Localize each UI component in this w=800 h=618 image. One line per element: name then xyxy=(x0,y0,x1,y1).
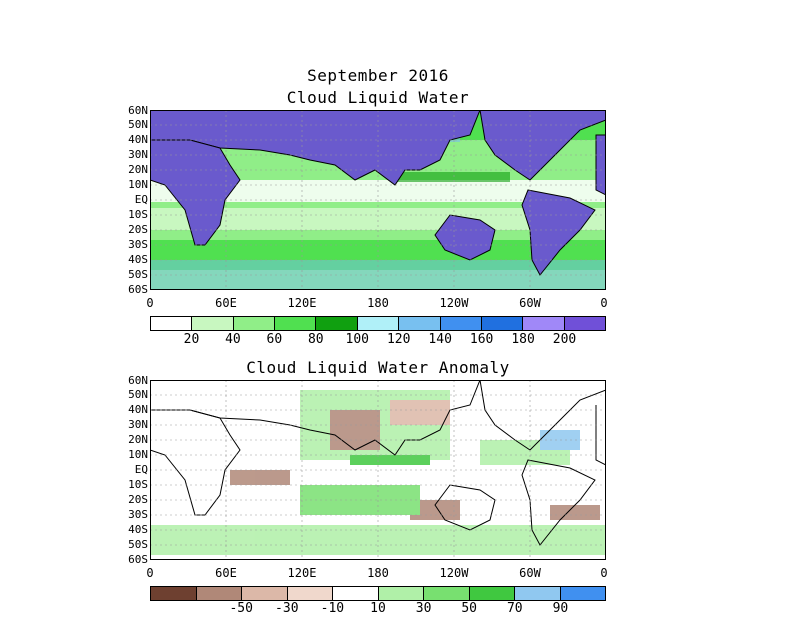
lat-label: 40N xyxy=(128,133,148,146)
colorbar-swatch xyxy=(275,317,317,330)
lon-label: 120W xyxy=(439,566,469,580)
lat-label: 40S xyxy=(128,523,148,536)
lon-label: 60E xyxy=(215,296,237,310)
colorbar-swatch xyxy=(192,317,234,330)
colorbar-swatch xyxy=(196,587,242,600)
colorbar-swatch xyxy=(233,317,276,330)
colorbar-swatch xyxy=(151,317,193,330)
colorbar-label: 10 xyxy=(370,601,386,616)
colorbar-label: 30 xyxy=(415,601,432,616)
lat-label: 30N xyxy=(128,148,148,161)
lat-label: 20N xyxy=(128,163,148,176)
cloud-liquid-water-map xyxy=(150,110,606,290)
colorbar-swatch xyxy=(151,587,197,600)
colorbar-swatch xyxy=(560,587,605,600)
lon-label: 0 xyxy=(600,296,608,310)
lat-label: 30N xyxy=(128,418,148,431)
colorbar-label: 50 xyxy=(461,601,478,616)
lat-label: 60N xyxy=(128,104,148,117)
lon-label: 120E xyxy=(287,296,317,310)
colorbar-label: -10 xyxy=(320,601,345,616)
colorbar-label: 70 xyxy=(506,601,523,616)
lat-label: 50N xyxy=(128,118,148,131)
lon-label: 60W xyxy=(519,296,541,310)
lon-label: 0 xyxy=(146,296,154,310)
lat-label: 50S xyxy=(128,268,148,281)
lon-label: 180 xyxy=(367,566,389,580)
colorbar-label: 60 xyxy=(266,332,283,347)
colorbar-label: 40 xyxy=(225,332,241,347)
lat-label: 10N xyxy=(128,178,148,191)
colorbar-label: -30 xyxy=(275,601,299,616)
lat-label: 40N xyxy=(128,403,148,416)
colorbar-label: 100 xyxy=(345,332,369,347)
colorbar-label: 20 xyxy=(183,332,200,347)
colorbar-label: 80 xyxy=(307,332,324,347)
lat-label: 20S xyxy=(128,223,148,236)
lat-label: 10N xyxy=(128,448,148,461)
colorbar-swatch xyxy=(469,587,515,600)
colorbar-label: -50 xyxy=(229,601,253,616)
colorbar-label: 180 xyxy=(511,332,535,347)
colorbar-swatch xyxy=(399,317,441,330)
lon-label: 120W xyxy=(439,296,469,310)
colorbar-label: 120 xyxy=(386,332,411,347)
lat-label: 30S xyxy=(128,508,148,521)
lon-label: 0 xyxy=(146,566,154,580)
colorbar-swatch xyxy=(424,587,470,600)
map2-canvas xyxy=(150,380,606,560)
lat-label: 30S xyxy=(128,238,148,251)
colorbar-anomaly xyxy=(150,586,606,601)
panel1-title: Cloud Liquid Water xyxy=(286,88,470,107)
colorbar-swatch xyxy=(440,317,482,330)
colorbar-swatch xyxy=(316,317,358,330)
colorbar-swatch xyxy=(287,587,333,600)
colorbar-swatch xyxy=(333,587,379,600)
lat-label: 50N xyxy=(128,388,148,401)
lat-label: 40S xyxy=(128,253,148,266)
panel2-title: Cloud Liquid Water Anomaly xyxy=(246,358,510,377)
lat-label: 50S xyxy=(128,538,148,551)
colorbar-label: 160 xyxy=(469,332,494,347)
lat-label: 60S xyxy=(128,553,148,566)
lon-label: 180 xyxy=(367,296,389,310)
lat-label: 10S xyxy=(128,478,148,491)
colorbar-swatch xyxy=(242,587,288,600)
lon-label: 60W xyxy=(519,566,541,580)
lon-label: 60E xyxy=(215,566,237,580)
lat-label: EQ xyxy=(134,193,148,206)
lat-label: 20S xyxy=(128,493,148,506)
lat-label: 10S xyxy=(128,208,148,221)
lat-label: 20N xyxy=(128,433,148,446)
cloud-liquid-water-anomaly-map xyxy=(150,380,606,560)
lat-label: 60N xyxy=(128,374,148,387)
colorbar-swatch xyxy=(564,317,605,330)
lon-label: 120E xyxy=(287,566,317,580)
lat-label: 60S xyxy=(128,283,148,296)
colorbar-swatch xyxy=(515,587,561,600)
map1-canvas xyxy=(150,110,606,290)
lat-label: EQ xyxy=(134,463,148,476)
month-title: September 2016 xyxy=(307,66,449,85)
colorbar-cloud-liquid-water xyxy=(150,316,606,331)
colorbar-label: 90 xyxy=(552,601,569,616)
colorbar-swatch xyxy=(378,587,424,600)
colorbar-label: 200 xyxy=(552,332,577,347)
colorbar-swatch xyxy=(481,317,524,330)
colorbar-swatch xyxy=(523,317,565,330)
lon-label: 0 xyxy=(600,566,608,580)
colorbar-swatch xyxy=(357,317,400,330)
colorbar-label: 140 xyxy=(428,332,452,347)
